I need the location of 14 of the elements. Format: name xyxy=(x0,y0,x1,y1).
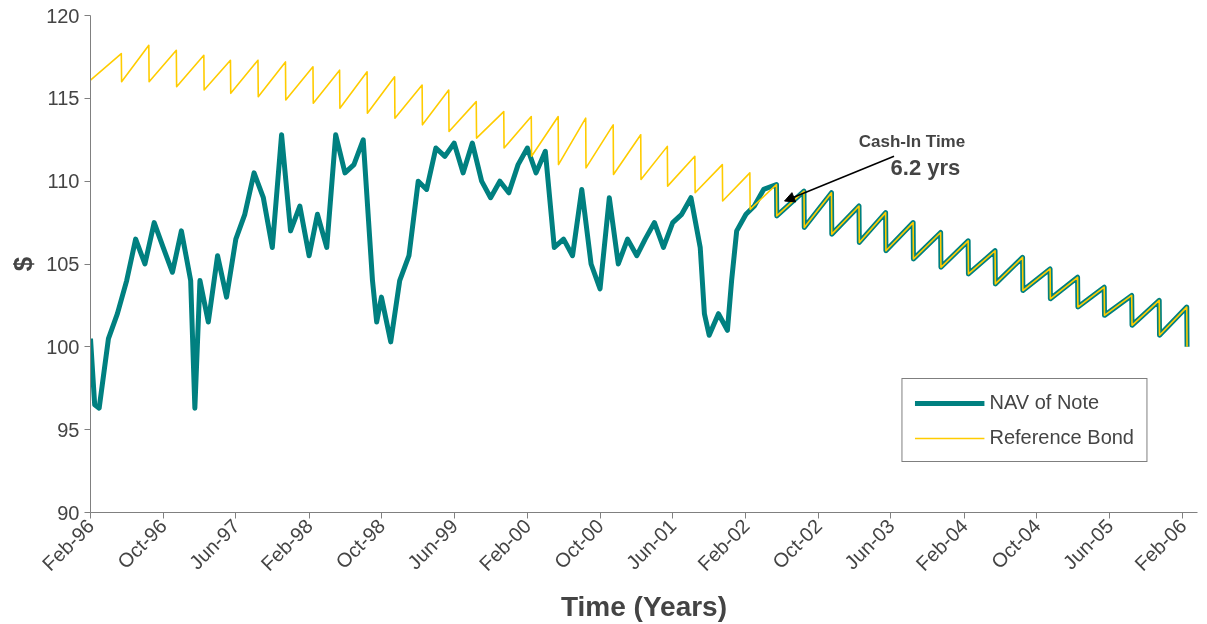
legend-label: NAV of Note xyxy=(989,391,1100,414)
y-tick-label: 120 xyxy=(46,4,80,27)
x-axis-title: Time (Years) xyxy=(560,590,728,622)
legend-label: Reference Bond xyxy=(989,426,1134,449)
line-series xyxy=(90,44,1188,348)
annotation: Cash-In Time xyxy=(858,132,966,152)
y-tick-label: 115 xyxy=(47,87,80,110)
y-tick-label: 90 xyxy=(57,501,80,524)
y-axis-title: $ xyxy=(8,256,39,272)
y-tick-label: 110 xyxy=(47,170,80,193)
y-tick-label: 100 xyxy=(46,335,80,358)
y-tick-label: 105 xyxy=(46,253,80,275)
annotation: 6.2 yrs xyxy=(890,154,961,180)
y-tick-label: 95 xyxy=(57,418,80,441)
